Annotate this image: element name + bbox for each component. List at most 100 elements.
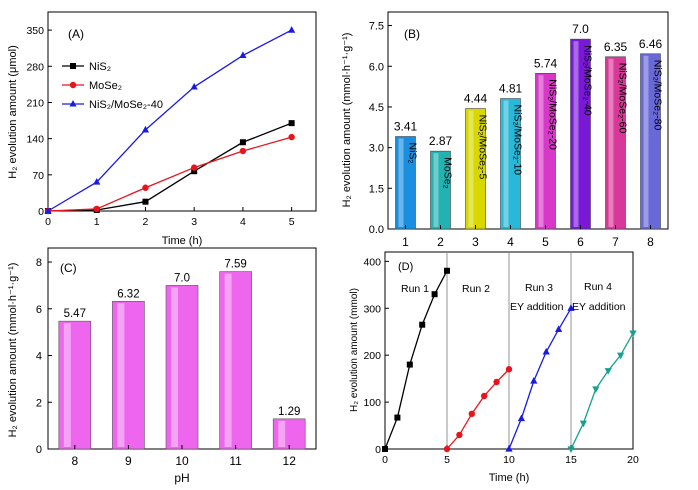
panel-a-point-series-1 <box>288 120 295 127</box>
annotation-ey1: EY addition <box>510 301 564 313</box>
panel-a-xlabel: Time (h) <box>162 235 203 247</box>
panel-b-bar-highlight <box>608 58 614 227</box>
panel-b-bar-name: NiS₂/MoSe₂-20 <box>547 79 559 150</box>
panel-d-point-run-3 <box>530 376 538 384</box>
panel-c-bar-highlight <box>224 273 232 447</box>
panel-a: (A) Time (h) H₂ evolution amount (μmol) … <box>7 11 317 247</box>
panel-b-value-label: 6.35 <box>604 40 628 54</box>
panel-b-bar-highlight <box>468 110 474 227</box>
panel-b: (B) H₂ evolution amount (mmol·h⁻¹·g⁻¹) 0… <box>341 11 669 249</box>
panel-b-category-label: 4 <box>507 235 514 249</box>
panel-a-point-series-3 <box>141 125 150 133</box>
panel-a-ytick-label: 140 <box>26 134 44 146</box>
panel-b-value-label: 3.41 <box>394 120 418 134</box>
annotation-run1: Run 1 <box>401 283 429 295</box>
legend-mose2: MoSe₂ <box>89 80 122 92</box>
panel-d-line-run-4 <box>570 332 634 450</box>
panel-d-point-run-2 <box>481 392 488 400</box>
panel-d-point-run-2 <box>505 366 513 373</box>
panel-d-ytick-label: 0 <box>375 444 381 456</box>
panel-d-label: (D) <box>398 261 413 273</box>
panel-a-ytick-label: 350 <box>26 25 44 37</box>
panel-c-bar-highlight <box>278 420 286 447</box>
panel-a-point-series-3 <box>44 207 52 214</box>
annotation-run3: Run 3 <box>525 282 553 294</box>
panel-d-point-run-3 <box>517 414 525 422</box>
panel-b-frame <box>387 11 669 230</box>
panel-b-category-label: 2 <box>437 235 444 249</box>
panel-a-point-series-2 <box>93 205 100 213</box>
panel-c-value-label: 1.29 <box>278 406 300 418</box>
panel-a-point-series-2 <box>288 133 295 141</box>
panel-c-ytick-label: 4 <box>36 351 42 363</box>
panel-b-category-label: 1 <box>402 235 409 249</box>
panel-d-point-run-4 <box>592 386 600 393</box>
panel-c-bar <box>219 271 252 450</box>
panel-d-point-run-1 <box>394 414 401 421</box>
panel-a-point-series-1 <box>142 198 149 205</box>
panel-a-point-series-3 <box>288 26 296 33</box>
panel-a-line-series-1 <box>47 122 292 212</box>
panel-d-point-run-4 <box>567 446 575 453</box>
panel-c-bar-highlight <box>63 323 71 447</box>
panel-d-point-run-4 <box>579 420 587 428</box>
annotation-ey2: EY addition <box>572 301 626 313</box>
panel-c-category-label: 12 <box>283 454 297 468</box>
panel-a-point-series-1 <box>191 168 198 175</box>
panel-a-xtick-label: 2 <box>143 216 149 228</box>
panel-b-ylabel: H₂ evolution amount (mmol·h⁻¹·g⁻¹) <box>341 33 353 208</box>
panel-d-ytick-label: 100 <box>363 397 381 409</box>
panel-c-bar-highlight <box>171 287 178 447</box>
panel-d-line-run-3 <box>508 307 572 450</box>
panel-d-xtick-label: 5 <box>444 454 450 466</box>
panel-d-point-run-3 <box>542 347 550 355</box>
panel-d-ylabel: H₂ evolution amount (mmol) <box>349 288 360 412</box>
panel-a-label: (A) <box>68 27 84 41</box>
panel-c-ylabel: H₂ evolution amount (mmol·h⁻¹·g⁻¹) <box>7 263 19 438</box>
panel-a-ylabel: H₂ evolution amount (μmol) <box>7 45 19 179</box>
panel-d: (D) Time (h) H₂ evolution amount (mmol) … <box>349 251 639 484</box>
panel-d-xtick-label: 20 <box>627 454 639 466</box>
panel-a-line-series-2 <box>47 136 292 212</box>
panel-d-xtick-label: 15 <box>565 454 577 466</box>
panel-b-value-label: 5.74 <box>534 56 558 70</box>
panel-b-value-label: 6.46 <box>639 37 663 51</box>
panel-d-point-run-1 <box>419 321 426 328</box>
panel-b-bar-name: NiS₂/MoSe₂-80 <box>652 60 664 131</box>
panel-b-bar-name: NiS₂/MoSe₂-60 <box>617 63 629 134</box>
panel-c: (C) pH H₂ evolution amount (mmol·h⁻¹·g⁻¹… <box>7 247 317 485</box>
panel-d-ytick-label: 300 <box>363 303 381 315</box>
panel-b-value-label: 4.81 <box>499 82 523 96</box>
panel-d-xtick-label: 0 <box>382 454 388 466</box>
panel-b-value-label: 7.0 <box>572 22 589 36</box>
panel-d-line-run-1 <box>384 270 448 450</box>
panel-b-bar-highlight <box>573 41 579 227</box>
panel-b-category-label: 7 <box>612 235 619 249</box>
panel-b-category-label: 6 <box>577 235 584 249</box>
panel-d-point-run-4 <box>604 368 612 375</box>
panel-a-point-series-3 <box>93 178 101 185</box>
panel-a-point-series-2 <box>239 147 247 155</box>
panel-c-value-label: 7.59 <box>224 259 246 271</box>
panel-d-point-run-1 <box>382 446 388 452</box>
panel-c-bar <box>272 418 306 450</box>
panel-b-bar-name: NiS₂ <box>407 143 419 164</box>
panel-b-ytick-label: 0.0 <box>369 224 384 236</box>
panel-b-bar-name: MoSe₂ <box>442 157 454 189</box>
panel-d-ytick-label: 400 <box>363 256 381 268</box>
panel-b-ytick-label: 6.0 <box>369 61 384 73</box>
panel-d-xtick-label: 10 <box>503 454 515 466</box>
panel-b-bar-name: NiS₂/MoSe₂-10 <box>512 105 524 176</box>
panel-d-point-run-4 <box>629 330 637 338</box>
panel-a-ytick-label: 70 <box>32 170 44 182</box>
panel-a-xtick-label: 4 <box>240 216 246 228</box>
panel-b-category-label: 5 <box>542 235 549 249</box>
panel-c-ytick-label: 6 <box>36 304 42 316</box>
panel-a-ytick-label: 0 <box>38 206 44 218</box>
panel-b-bar-name: NiS₂/MoSe₂-40 <box>582 45 594 116</box>
panel-d-xlabel: Time (h) <box>489 472 530 484</box>
panel-c-bar <box>112 300 145 450</box>
panel-a-xtick-label: 5 <box>289 216 295 228</box>
panel-b-bar-highlight <box>398 138 404 227</box>
